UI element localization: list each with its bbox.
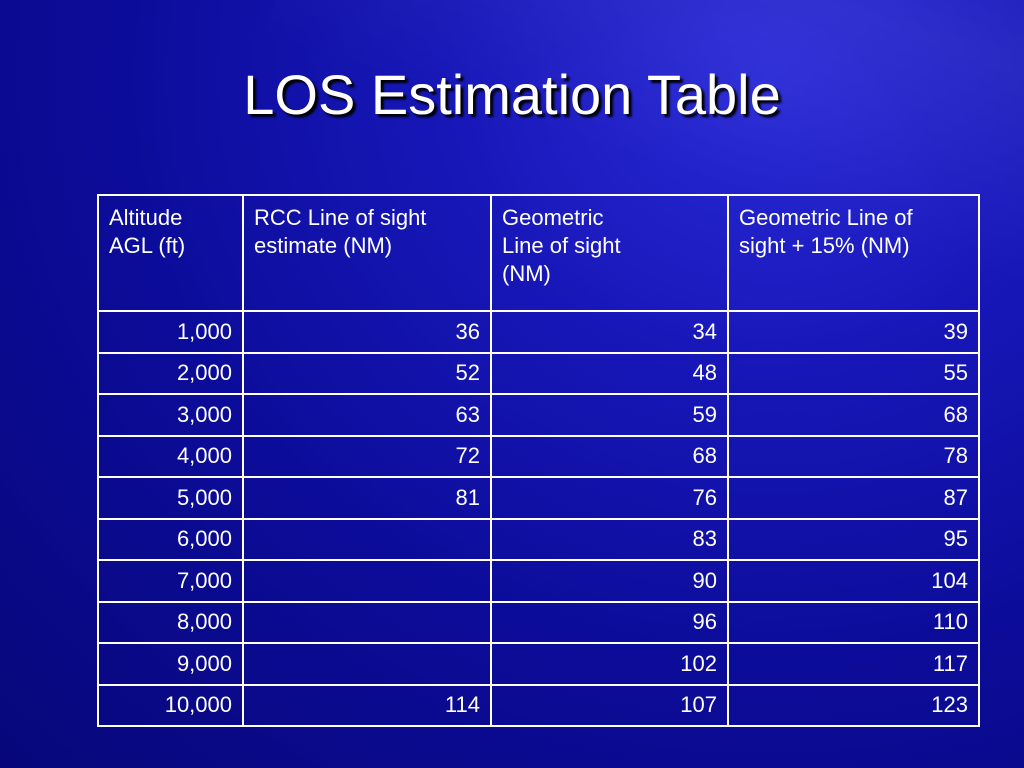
header-line: (NM) [502,261,551,286]
header-line: AGL (ft) [109,233,186,258]
table-cell: 68 [490,434,729,478]
table-cell: 78 [727,434,980,478]
table-cell: 1,000 [97,310,244,354]
header-line: estimate (NM) [254,233,393,258]
table-cell: 110 [727,600,980,644]
table-row: 10,000 114 107 123 [97,683,980,727]
table-cell: 95 [727,517,980,561]
table-cell: 48 [490,351,729,395]
table-row: 4,000 72 68 78 [97,434,980,478]
table-cell: 114 [242,683,492,727]
table-row: 2,000 52 48 55 [97,351,980,395]
table-cell: 6,000 [97,517,244,561]
table-header: Altitude AGL (ft) RCC Line of sight estimat… [97,194,980,312]
header-line: Line of sight [502,233,621,258]
header-cell: Geometric Line of sight + 15% (NM) [727,194,980,312]
table-row: 6,000 83 95 [97,517,980,561]
table-row: 9,000 102 117 [97,642,980,686]
table-cell: 7,000 [97,559,244,603]
slide-title: LOS Estimation Table [243,63,781,126]
table-cell: 5,000 [97,476,244,520]
table-cell [242,517,492,561]
table-cell: 10,000 [97,683,244,727]
table-cell: 123 [727,683,980,727]
header-line: Geometric [502,205,604,230]
header-line: Altitude [109,205,183,230]
header-line: RCC Line of sight [254,205,427,230]
header-row: Altitude AGL (ft) RCC Line of sight estimat… [97,194,980,312]
table-cell: 83 [490,517,729,561]
table-row: 8,000 96 110 [97,600,980,644]
table-cell [242,642,492,686]
table-cell [242,600,492,644]
header-line: sight + 15% (NM) [739,233,910,258]
table-cell: 8,000 [97,600,244,644]
table-cell: 117 [727,642,980,686]
table-cell: 104 [727,559,980,603]
table-row: 1,000 36 34 39 [97,310,980,354]
table-cell: 3,000 [97,393,244,437]
table-cell: 34 [490,310,729,354]
table-cell: 2,000 [97,351,244,395]
table-cell: 107 [490,683,729,727]
table-cell: 76 [490,476,729,520]
table-cell: 59 [490,393,729,437]
table-cell: 36 [242,310,492,354]
table-cell: 52 [242,351,492,395]
table-cell: 9,000 [97,642,244,686]
header-cell: Geometric Line of sight (NM) [490,194,729,312]
table-cell: 68 [727,393,980,437]
table-cell [242,559,492,603]
table-cell: 96 [490,600,729,644]
table-cell: 55 [727,351,980,395]
table-row: 5,000 81 76 87 [97,476,980,520]
table-cell: 102 [490,642,729,686]
table-row: 7,000 90 104 [97,559,980,603]
table-cell: 72 [242,434,492,478]
header-line: Geometric Line of [739,205,913,230]
table-cell: 90 [490,559,729,603]
table-cell: 81 [242,476,492,520]
table-row: 3,000 63 59 68 [97,393,980,437]
table-cell: 4,000 [97,434,244,478]
table-body: 1,000 36 34 39 2,000 52 48 55 3,000 63 59 68 4,000 72… [97,310,980,727]
table-cell: 63 [242,393,492,437]
header-cell: RCC Line of sight estimate (NM) [242,194,492,312]
table-cell: 39 [727,310,980,354]
los-table: Altitude AGL (ft) RCC Line of sight estimat… [97,194,980,727]
header-cell: Altitude AGL (ft) [97,194,244,312]
table-cell: 87 [727,476,980,520]
